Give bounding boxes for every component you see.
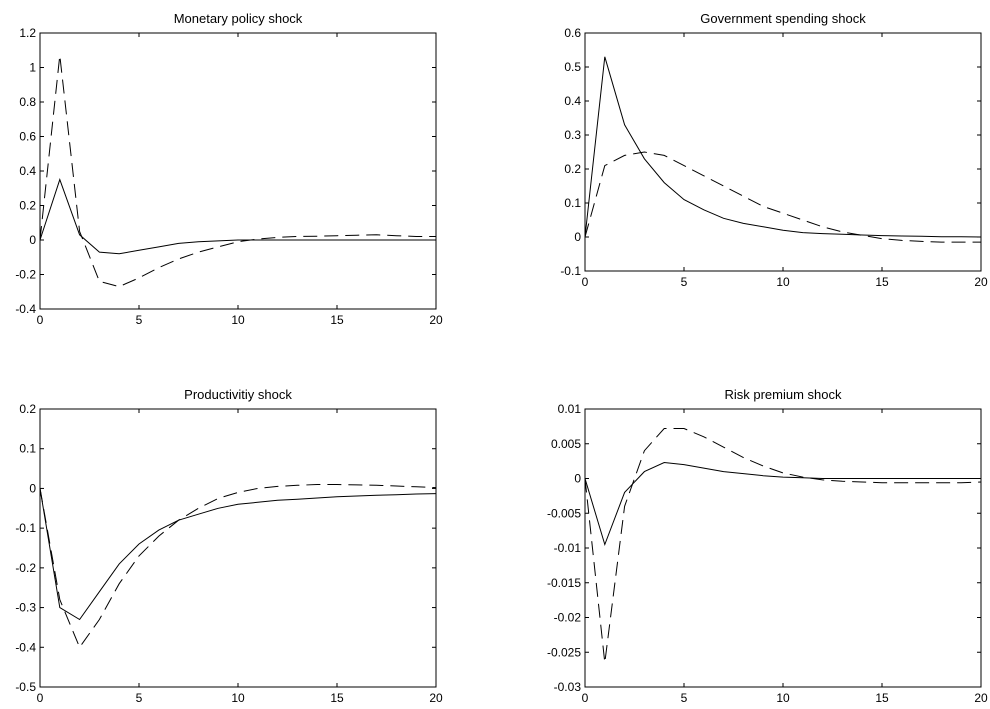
government-spending-shock-ytick-label: -0.1 xyxy=(560,264,581,278)
government-spending-shock-solid-line xyxy=(584,56,982,238)
government-spending-shock-xtick-label: 15 xyxy=(875,275,889,289)
risk-premium-shock-title: Risk premium shock xyxy=(724,387,842,402)
risk-premium-shock-ytick-label: 0.005 xyxy=(551,437,581,451)
government-spending-shock-xtick-label: 20 xyxy=(974,275,988,289)
risk-premium-shock-xtick-label: 15 xyxy=(875,691,889,705)
monetary-policy-shock-ytick-label: 0.2 xyxy=(19,199,36,213)
productivitiy-shock-ytick-label: -0.1 xyxy=(15,521,36,535)
monetary-policy-shock-xtick-label: 5 xyxy=(136,313,143,327)
productivitiy-shock-ytick-label: -0.3 xyxy=(15,601,36,615)
government-spending-shock-xtick-label: 10 xyxy=(776,275,790,289)
risk-premium-shock-ytick-label: 0 xyxy=(574,472,581,486)
productivitiy-shock-ytick-label: -0.5 xyxy=(15,680,36,694)
risk-premium-shock-ytick-label: -0.02 xyxy=(554,611,582,625)
productivitiy-shock-xtick-label: 0 xyxy=(37,691,44,705)
risk-premium-shock-xtick-label: 5 xyxy=(681,691,688,705)
government-spending-shock-ytick-label: 0.1 xyxy=(564,196,581,210)
productivitiy-shock-axes-frame xyxy=(39,408,437,688)
risk-premium-shock-xtick-label: 10 xyxy=(776,691,790,705)
monetary-policy-shock-ytick-label: 0.4 xyxy=(19,164,36,178)
productivitiy-shock-ytick-label: -0.2 xyxy=(15,561,36,575)
productivitiy-shock-ytick-label: -0.4 xyxy=(15,640,36,654)
government-spending-shock-title: Government spending shock xyxy=(700,11,866,26)
government-spending-shock-ytick-label: 0 xyxy=(574,230,581,244)
government-spending-shock-ytick-label: 0.6 xyxy=(564,26,581,40)
government-spending-shock-dashed-line xyxy=(584,151,981,243)
government-spending-shock-ytick-label: 0.3 xyxy=(564,128,581,142)
government-spending-shock-xtick-label: 0 xyxy=(582,275,589,289)
risk-premium-shock-ytick-label: -0.025 xyxy=(547,645,581,659)
risk-premium-shock-ytick-label: -0.01 xyxy=(554,541,582,555)
productivitiy-shock-xtick-label: 10 xyxy=(231,691,245,705)
risk-premium-shock-dashed-line xyxy=(584,428,982,663)
risk-premium-shock-ytick-label: -0.015 xyxy=(547,576,581,590)
productivitiy-shock-title: Productivitiy shock xyxy=(184,387,292,402)
risk-premium-shock-ytick-label: -0.03 xyxy=(554,680,582,694)
productivitiy-shock-xtick-label: 15 xyxy=(330,691,344,705)
government-spending-shock-xtick-label: 5 xyxy=(681,275,688,289)
productivitiy-shock-xtick-label: 20 xyxy=(429,691,443,705)
monetary-policy-shock-dashed-line xyxy=(39,55,436,288)
monetary-policy-shock-xtick-label: 0 xyxy=(37,313,44,327)
monetary-policy-shock-ytick-label: -0.2 xyxy=(15,268,36,282)
monetary-policy-shock-ytick-label: 1 xyxy=(29,61,36,75)
monetary-policy-shock-ytick-label: -0.4 xyxy=(15,302,36,316)
monetary-policy-shock-ytick-label: 0.6 xyxy=(19,130,36,144)
monetary-policy-shock-ytick-label: 1.2 xyxy=(19,26,36,40)
risk-premium-shock-xtick-label: 0 xyxy=(582,691,589,705)
government-spending-shock-panel: Government spending shock 0 5 10 15 20 0.6 0.5 0… xyxy=(560,11,988,289)
risk-premium-shock-xtick-label: 20 xyxy=(974,691,988,705)
risk-premium-shock-ytick-label: -0.005 xyxy=(547,506,581,520)
monetary-policy-shock-solid-line xyxy=(39,178,436,255)
risk-premium-shock-axes-frame xyxy=(584,408,982,688)
productivitiy-shock-ytick-label: 0.2 xyxy=(19,402,36,416)
government-spending-shock-ytick-label: 0.4 xyxy=(564,94,581,108)
productivitiy-shock-ytick-label: 0 xyxy=(29,481,36,495)
monetary-policy-shock-ytick-label: 0 xyxy=(29,233,36,247)
monetary-policy-shock-panel: Monetary policy shock 0 5 10 15 20 1.2 1 0.8 0.6 0… xyxy=(15,11,443,327)
productivitiy-shock-ytick-label: 0.1 xyxy=(19,442,36,456)
productivitiy-shock-dashed-line xyxy=(39,484,437,649)
monetary-policy-shock-axes-frame xyxy=(39,32,437,310)
monetary-policy-shock-xtick-label: 10 xyxy=(231,313,245,327)
monetary-policy-shock-ytick-label: 0.8 xyxy=(19,95,36,109)
government-spending-shock-ytick-label: 0.5 xyxy=(564,60,581,74)
risk-premium-shock-ytick-label: 0.01 xyxy=(558,402,582,416)
monetary-policy-shock-xtick-label: 20 xyxy=(429,313,443,327)
government-spending-shock-axes-frame xyxy=(584,32,982,272)
productivitiy-shock-panel: Productivitiy shock 0 5 10 15 20 0.2 0.1 0 -0.1 -0… xyxy=(15,387,443,705)
productivitiy-shock-xtick-label: 5 xyxy=(136,691,143,705)
risk-premium-shock-solid-line xyxy=(584,461,981,547)
productivitiy-shock-solid-line xyxy=(39,488,437,621)
government-spending-shock-ytick-label: 0.2 xyxy=(564,162,581,176)
monetary-policy-shock-title: Monetary policy shock xyxy=(174,11,303,26)
monetary-policy-shock-xtick-label: 15 xyxy=(330,313,344,327)
